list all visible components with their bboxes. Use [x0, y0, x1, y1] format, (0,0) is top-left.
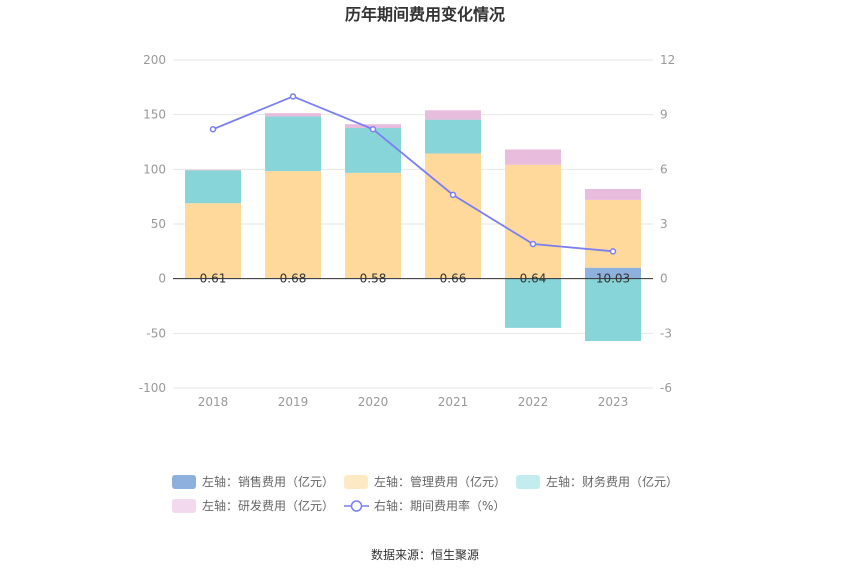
source-note: 数据来源：恒生聚源 [371, 547, 479, 562]
x-tick-label: 2023 [598, 395, 629, 409]
admin-expense-bar [345, 172, 401, 279]
right-tick-label: -3 [660, 326, 672, 340]
finance-expense-bar [185, 170, 241, 204]
right-tick-label: 12 [660, 53, 675, 67]
admin-expense-bar [185, 203, 241, 278]
left-tick-label: 0 [158, 272, 166, 286]
rd-expense-bar [185, 169, 241, 171]
rd-expense-bar [425, 110, 481, 120]
sales-value-label: 0.64 [520, 272, 547, 286]
rd-expense-bar [265, 113, 321, 117]
legend-swatch-icon [172, 499, 196, 513]
rd-expense-bar [585, 188, 641, 200]
rate-point [529, 240, 537, 248]
chart-title: 历年期间费用变化情况 [345, 5, 505, 24]
x-tick-label: 2019 [278, 395, 309, 409]
legend-label: 左轴：研发费用（亿元） [202, 498, 334, 513]
legend-swatch-icon [172, 475, 196, 489]
legend-swatch-icon [516, 475, 540, 489]
bars [185, 110, 641, 341]
legend-sales: 左轴：销售费用（亿元） [172, 474, 334, 489]
rate-point [369, 125, 377, 133]
sales-value-label: 0.68 [280, 272, 307, 286]
legend-label: 左轴：管理费用（亿元） [374, 474, 506, 489]
admin-expense-bar [425, 153, 481, 278]
legend-swatch-icon [344, 475, 368, 489]
left-tick-label: 200 [143, 53, 166, 67]
left-tick-label: 100 [143, 162, 166, 176]
admin-expense-bar [585, 199, 641, 268]
x-axis-ticks: 2018 2019 2020 2021 2022 2023 [198, 395, 629, 409]
rate-point [209, 125, 217, 133]
finance-expense-bar [345, 128, 401, 173]
bar-labels: 0.61 0.68 0.58 0.66 0.64 10.03 [200, 272, 631, 286]
legend-label: 右轴：期间费用率（%） [374, 498, 505, 513]
finance-expense-bar [425, 119, 481, 154]
rd-expense-bar [505, 149, 561, 165]
right-tick-label: 3 [660, 217, 668, 231]
left-tick-label: 150 [143, 108, 166, 122]
legend-rd: 左轴：研发费用（亿元） [172, 498, 334, 513]
right-tick-label: -6 [660, 381, 672, 395]
sales-value-label: 0.58 [360, 272, 387, 286]
sales-value-label: 0.66 [440, 272, 467, 286]
legend-label: 左轴：财务费用（亿元） [546, 474, 678, 489]
legend-admin: 左轴：管理费用（亿元） [344, 474, 506, 489]
finance-expense-bar [505, 278, 561, 328]
rate-point [449, 191, 457, 199]
legend-rate: 右轴：期间费用率（%） [344, 498, 505, 513]
x-tick-label: 2018 [198, 395, 229, 409]
legend: 左轴：销售费用（亿元） 左轴：管理费用（亿元） 左轴：财务费用（亿元） 左轴：研发费用… [172, 474, 678, 513]
left-tick-label: 50 [151, 217, 166, 231]
admin-expense-bar [505, 164, 561, 278]
left-axis-ticks: -100 -50 0 50 100 150 200 [139, 53, 166, 395]
legend-label: 左轴：销售费用（亿元） [202, 474, 334, 489]
left-tick-label: -100 [139, 381, 166, 395]
finance-expense-bar [585, 278, 641, 341]
legend-marker-icon [350, 500, 363, 512]
right-tick-label: 6 [660, 162, 668, 176]
right-axis-ticks: -6 -3 0 3 6 9 12 [660, 53, 675, 395]
right-tick-label: 9 [660, 108, 668, 122]
x-tick-label: 2020 [358, 395, 389, 409]
x-tick-label: 2021 [438, 395, 469, 409]
admin-expense-bar [265, 171, 321, 278]
sales-value-label: 10.03 [596, 272, 630, 286]
rate-line [212, 95, 614, 253]
x-tick-label: 2022 [518, 395, 549, 409]
legend-finance: 左轴：财务费用（亿元） [516, 474, 678, 489]
finance-expense-bar [265, 116, 321, 172]
sales-expense-bar [585, 267, 641, 279]
rate-point [289, 93, 297, 100]
rate-point [609, 248, 617, 255]
rate-line-series [209, 93, 617, 255]
sales-value-label: 0.61 [200, 272, 227, 286]
left-tick-label: -50 [146, 326, 166, 340]
right-tick-label: 0 [660, 272, 668, 286]
grid-lines [173, 59, 653, 389]
